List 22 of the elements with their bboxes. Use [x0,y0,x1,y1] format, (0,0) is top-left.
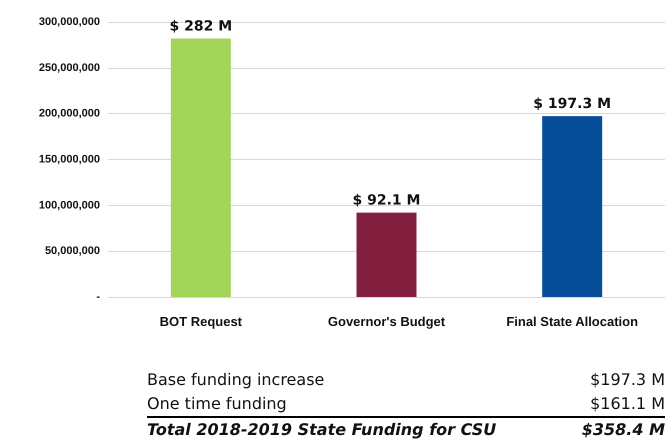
text: $161.1 M [590,393,665,415]
bar [542,116,602,297]
y-tick-label: 100,000,000 [38,199,100,212]
bar [170,38,231,297]
y-tick-label: 300,000,000 [38,16,100,28]
y-tick-label: 150,000,000 [38,154,100,166]
text: Total 2018-2019 State Funding for CSU [147,419,496,441]
data-label: $ 197.3 M [533,96,612,112]
data-label: $ 282 M [170,18,232,34]
x-tick-label: Governor's Budget [328,314,446,329]
data-label: $ 92.1 M [352,192,420,209]
text: Base funding increase [147,369,324,391]
y-tick-label: 200,000,000 [38,108,100,120]
x-tick-label: BOT Request [160,314,243,329]
y-tick-label: - [96,291,100,303]
text: One time funding [147,393,287,415]
text: $358.4 M [582,419,665,441]
text: $197.3 M [590,369,665,391]
bar [356,212,416,297]
x-tick-label: Final State Allocation [506,314,638,329]
y-tick-label: 50,000,000 [44,245,100,258]
y-tick-label: 250,000,000 [38,62,100,74]
